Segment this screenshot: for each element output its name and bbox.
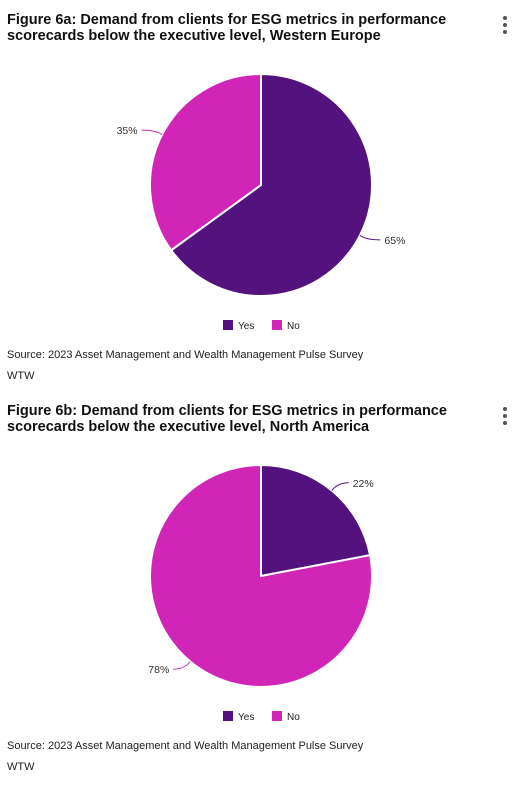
data-label-yes: 22% [353, 478, 374, 490]
chart-source: Source: 2023 Asset Management and Wealth… [7, 740, 364, 752]
data-label-yes: 65% [384, 235, 405, 247]
chart-credit: WTW [7, 370, 35, 382]
pie-slice-yes[interactable] [260, 463, 372, 578]
legend-label-yes: Yes [238, 712, 255, 723]
chart-credit: WTW [7, 761, 35, 773]
legend-swatch-yes [223, 711, 233, 721]
chart-source: Source: 2023 Asset Management and Wealth… [7, 349, 364, 361]
legend-swatch-no [272, 711, 282, 721]
figure-6a: Figure 6a: Demand from clients for ESG m… [0, 0, 518, 391]
pie-slice-no[interactable] [149, 72, 262, 252]
leader-line-no [173, 661, 191, 670]
legend-swatch-yes [223, 320, 233, 330]
legend-item-yes[interactable]: Yes [223, 711, 254, 725]
leader-line-yes [331, 482, 349, 491]
pie-chart-6b: 22% 78% [148, 463, 374, 688]
legend-label-no: No [287, 321, 300, 332]
chart-legend: Yes No [0, 711, 518, 727]
data-label-no: 78% [148, 664, 169, 676]
data-label-no: 35% [117, 125, 138, 137]
pie-slice-no[interactable] [149, 463, 373, 688]
legend-item-no[interactable]: No [272, 320, 300, 334]
pie-chart-6a: 65% 35% [117, 72, 405, 297]
leader-line-no [141, 129, 163, 136]
chart-title: Figure 6b: Demand from clients for ESG m… [7, 403, 447, 435]
chart-title: Figure 6a: Demand from clients for ESG m… [7, 12, 447, 44]
more-options-icon[interactable] [500, 14, 510, 36]
legend-label-no: No [287, 712, 300, 723]
legend-swatch-no [272, 320, 282, 330]
more-options-icon[interactable] [500, 405, 510, 427]
chart-legend: Yes No [0, 320, 518, 336]
legend-item-no[interactable]: No [272, 711, 300, 725]
leader-line-yes [359, 234, 381, 241]
figure-6b: Figure 6b: Demand from clients for ESG m… [0, 391, 518, 789]
legend-item-yes[interactable]: Yes [223, 320, 254, 334]
legend-label-yes: Yes [238, 321, 255, 332]
